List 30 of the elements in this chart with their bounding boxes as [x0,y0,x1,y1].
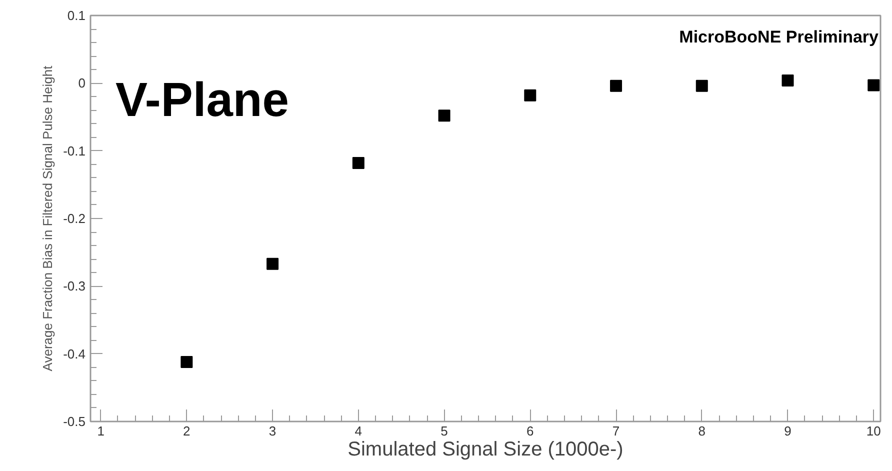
point [438,110,450,122]
point [524,89,536,102]
point [782,74,794,86]
y-tick-label: -0.1 [63,143,86,158]
y-tick-label: -0.4 [63,346,86,362]
y-tick-label: 0.1 [67,8,86,23]
annotation: V-Plane [116,74,289,128]
y-tick-label: -0.5 [63,414,86,429]
x-tick-label: 8 [698,424,706,438]
point [266,258,279,270]
point [696,80,708,92]
x-tick-label: 2 [183,424,190,438]
x-tick-label: 5 [440,424,448,438]
point [610,80,622,92]
point [868,79,880,92]
x-tick-label: 10 [866,424,881,438]
x-tick-label: 7 [612,424,620,438]
y-tick-label: -0.2 [63,211,86,226]
point [352,157,364,170]
x-axis-title: Simulated Signal Size (1000e-) [348,438,624,460]
y-tick-label: -0.3 [63,278,86,294]
x-tick-label: 6 [526,424,534,438]
x-tick-label: 9 [784,424,792,438]
annotation: MicroBooNE Preliminary [679,28,880,47]
x-tick-label: 1 [97,424,104,438]
point [180,356,193,368]
y-tick-label: 0 [78,76,86,91]
x-tick-label: 4 [354,424,362,438]
x-tick-label: 3 [268,424,276,438]
y-axis-title: Average Fraction Bias in Filtered Signal Pulse Height [40,65,56,372]
